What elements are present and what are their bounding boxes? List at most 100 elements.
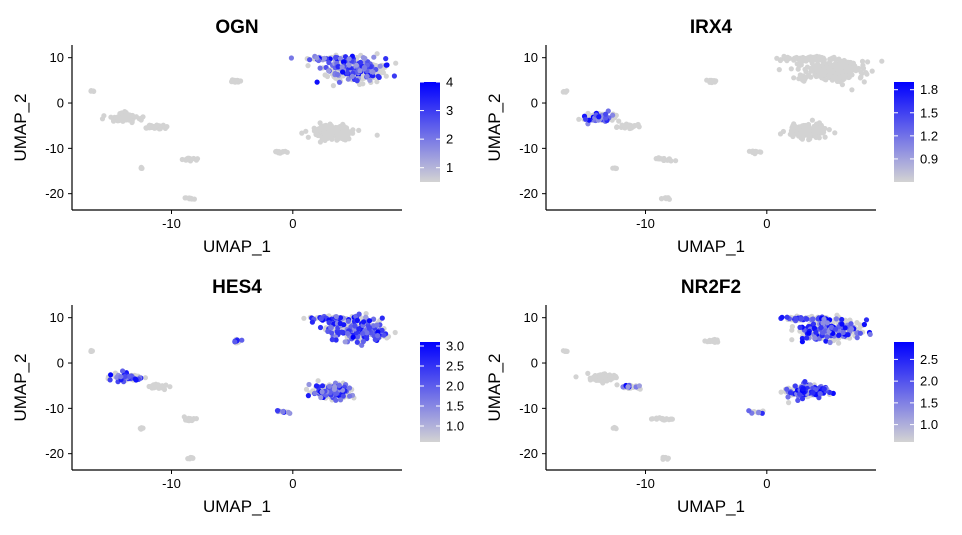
cell-point — [610, 165, 616, 171]
cell-point-expressing — [356, 311, 362, 317]
cell-point-expressing — [339, 64, 345, 70]
colorbar-legend: 0.9 1.2 1.5 1.8 — [894, 82, 938, 182]
cell-point-expressing — [863, 317, 870, 323]
cell-point-expressing — [361, 319, 367, 325]
cell-point-expressing — [833, 316, 840, 322]
cell-point-expressing — [364, 330, 370, 336]
cell-point-expressing — [313, 383, 320, 389]
cell-point — [329, 136, 335, 142]
cell-point-expressing — [329, 337, 335, 343]
cell-point — [311, 125, 317, 131]
cell-point — [142, 375, 148, 381]
cell-point — [154, 122, 160, 128]
cell-point-expressing — [810, 321, 817, 327]
cell-point-expressing — [108, 372, 114, 378]
cell-point — [305, 63, 311, 69]
cell-point-expressing — [817, 391, 823, 397]
cell-point — [834, 78, 841, 84]
cell-point — [301, 315, 307, 321]
cell-point-expressing — [337, 397, 344, 403]
cell-point-expressing — [346, 62, 352, 68]
colorbar-tick-label: 2.5 — [920, 352, 938, 367]
cell-point-expressing — [352, 323, 358, 329]
cell-point-expressing — [326, 383, 333, 389]
cell-point — [707, 77, 713, 83]
cell-point-expressing — [329, 330, 335, 336]
x-tick-label: 0 — [763, 476, 770, 491]
cell-point — [849, 87, 855, 93]
cell-point — [393, 60, 399, 66]
cell-point — [829, 62, 836, 69]
cell-point — [797, 72, 803, 78]
cell-point — [194, 156, 201, 162]
cell-point-expressing — [363, 314, 369, 320]
y-tick-label: -20 — [45, 186, 64, 201]
colorbar-tick-label: 1.8 — [920, 82, 938, 97]
cell-point — [317, 120, 323, 126]
x-tick-label: 0 — [289, 216, 296, 231]
cell-point-expressing — [391, 73, 397, 79]
cell-point-expressing — [354, 78, 360, 84]
cell-point-expressing — [372, 337, 378, 343]
cell-point — [345, 132, 351, 138]
colorbar-tick-label: 1.5 — [920, 395, 938, 410]
cell-point-expressing — [362, 55, 368, 61]
cell-point-expressing — [114, 374, 120, 380]
cell-point-expressing — [345, 76, 351, 82]
cell-point — [804, 64, 811, 70]
cell-point-expressing — [833, 326, 839, 332]
x-axis-label: UMAP_1 — [677, 237, 745, 256]
cell-point — [235, 78, 241, 84]
colorbar-tick-label: 1.2 — [920, 128, 938, 143]
cell-point-expressing — [823, 338, 829, 344]
cell-point-expressing — [344, 70, 350, 76]
y-tick-label: -10 — [519, 401, 538, 416]
cell-point-expressing — [337, 56, 343, 62]
cell-point — [809, 117, 816, 123]
colorbar-tick-label: 2.0 — [920, 374, 938, 389]
cell-point-expressing — [802, 379, 808, 385]
cell-point-expressing — [366, 325, 373, 331]
cell-point-expressing — [280, 409, 286, 415]
cell-point-expressing — [610, 112, 616, 118]
cell-point — [819, 130, 825, 136]
feature-plot-irx4: IRX4 -10 0 10 0 -10 -20 UMAP_1 UMAP_2 0.9 1.2 1.5 1.… — [485, 17, 938, 256]
cell-point — [563, 348, 569, 354]
cell-point-expressing — [239, 337, 245, 343]
cell-point-expressing — [342, 339, 348, 345]
cell-point — [778, 389, 784, 395]
cell-point — [356, 127, 362, 133]
cell-point-expressing — [328, 325, 334, 331]
cell-point — [341, 124, 348, 130]
cell-point — [360, 81, 366, 87]
cell-point-expressing — [827, 339, 833, 346]
y-axis-label: UMAP_2 — [485, 93, 504, 161]
cell-point-expressing — [335, 64, 341, 70]
cell-point — [805, 124, 811, 130]
cell-point-expressing — [367, 77, 373, 83]
cell-point — [616, 118, 622, 124]
cell-point — [831, 74, 837, 80]
cell-point-expressing — [812, 335, 818, 341]
cell-point — [299, 130, 305, 136]
cell-point-expressing — [383, 62, 389, 68]
cell-point — [563, 89, 569, 95]
y-tick-label: 0 — [57, 356, 64, 371]
cell-point-expressing — [779, 314, 785, 320]
plot-title: OGN — [215, 17, 258, 38]
plot-title: NR2F2 — [681, 277, 741, 298]
cell-point — [340, 131, 346, 137]
cell-point — [789, 337, 795, 343]
x-tick-label: 0 — [289, 476, 296, 491]
cell-point-expressing — [321, 55, 327, 61]
cell-point — [777, 131, 784, 137]
cell-point — [303, 128, 309, 134]
cell-point — [809, 67, 815, 73]
cell-point — [666, 156, 673, 162]
cell-point-expressing — [357, 68, 363, 74]
cell-point — [329, 128, 335, 134]
cell-point — [788, 66, 794, 72]
cell-point — [786, 400, 792, 406]
cell-point — [603, 377, 609, 383]
feature-plot-hes4: HES4 -10 0 10 0 -10 -20 UMAP_1 UMAP_2 1.0 1.5 2.0 2.… — [11, 277, 464, 516]
